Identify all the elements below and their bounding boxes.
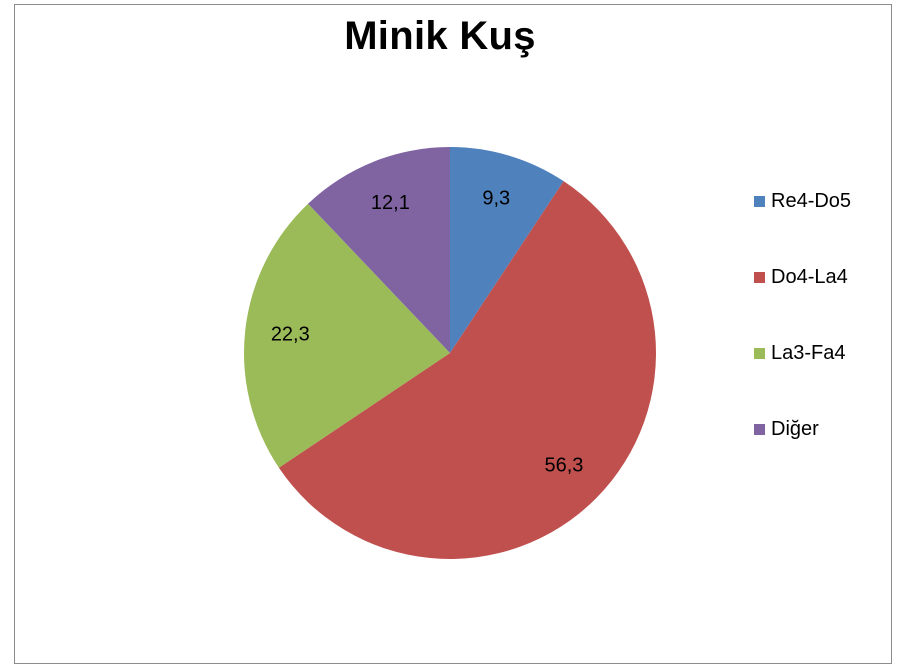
data-label-re4-do5: 9,3 — [482, 187, 510, 209]
legend-item-re4-do5: Re4-Do5 — [754, 188, 851, 214]
legend-label: Diğer — [771, 417, 819, 440]
data-label-diger: 12,1 — [371, 192, 410, 214]
pie-slice-do4-la4 — [278, 181, 656, 559]
legend-label: La3-Fa4 — [771, 341, 846, 364]
legend-swatch — [754, 423, 765, 435]
pie-slice-la3-fa4 — [243, 203, 450, 468]
legend: Re4-Do5 Do4-La4 La3-Fa4 Diğer — [754, 188, 851, 492]
pie-slice-diger — [308, 147, 450, 353]
data-label-la3-fa4: 22,3 — [271, 324, 310, 346]
pie-data-labels: 9,3 56,3 22,3 12,1 — [271, 187, 584, 476]
legend-item-la3-fa4: La3-Fa4 — [754, 340, 851, 366]
pie-slices — [243, 147, 656, 559]
chart-title: Minik Kuş — [344, 14, 536, 58]
legend-label: Re4-Do5 — [771, 189, 852, 212]
legend-item-do4-la4: Do4-La4 — [754, 264, 851, 290]
legend-label: Do4-La4 — [771, 265, 848, 288]
pie-chart: 9,3 56,3 22,3 12,1 — [243, 147, 656, 559]
legend-item-diger: Diğer — [754, 416, 851, 442]
legend-swatch — [754, 347, 765, 359]
data-label-do4-la4: 56,3 — [545, 455, 584, 477]
legend-swatch — [754, 195, 765, 207]
pie-slice-re4-do5 — [450, 147, 564, 353]
legend-swatch — [754, 271, 765, 283]
